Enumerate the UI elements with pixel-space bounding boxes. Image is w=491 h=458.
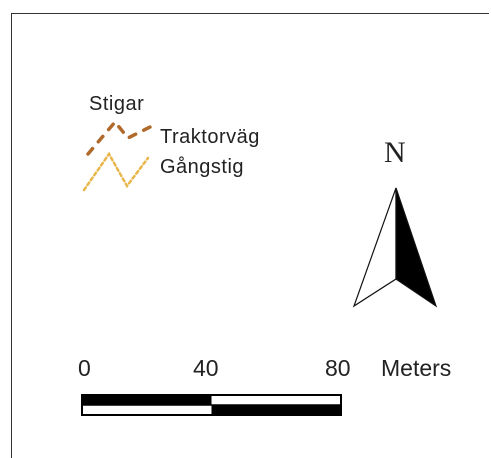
legend-swatches bbox=[82, 119, 154, 192]
legend-label-traktorvag: Traktorväg bbox=[160, 126, 260, 148]
scale-tick-80: 80 bbox=[325, 355, 351, 381]
map-frame bbox=[11, 13, 489, 458]
scale-tick-0: 0 bbox=[78, 355, 91, 381]
scale-unit: Meters bbox=[381, 355, 452, 381]
scale-segment-bottom-2 bbox=[211, 405, 341, 415]
north-arrow-icon bbox=[352, 187, 438, 308]
scale-segment-top-1 bbox=[82, 395, 212, 405]
legend-swatch-gangstig bbox=[82, 151, 150, 192]
scale-bar bbox=[81, 394, 342, 416]
north-letter: N bbox=[384, 136, 406, 169]
legend-title: Stigar bbox=[89, 93, 145, 115]
legend-label-gangstig: Gångstig bbox=[160, 156, 245, 178]
legend-swatch-traktorvag bbox=[86, 119, 154, 156]
scale-tick-40: 40 bbox=[193, 355, 219, 381]
